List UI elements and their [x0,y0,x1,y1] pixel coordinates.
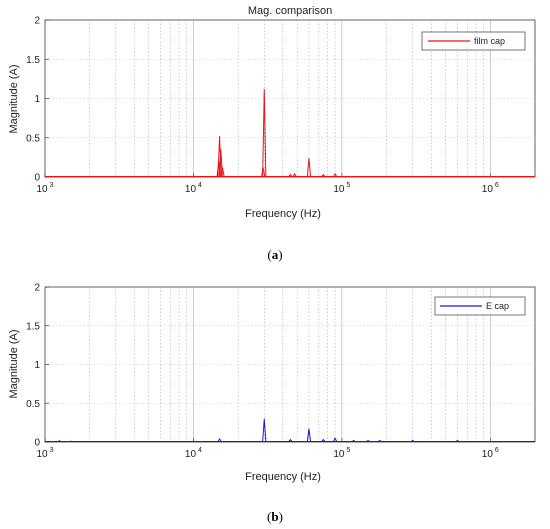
y-tick-label: 0 [34,438,40,449]
x-tick-label: 10 5 [333,447,350,460]
panel-caption: (a) [267,247,282,262]
y-tick-labels: 0 0.5 1 1.5 2 [26,283,40,449]
y-axis-label: Magnitude (A) [8,64,20,133]
y-tick-label: 1.5 [26,321,40,332]
x-tick-label: 10 6 [482,447,499,460]
series-peak [377,439,382,442]
x-tick-base: 10 [185,184,197,195]
series-peak [455,439,460,442]
x-tick-exponent: 6 [495,182,499,189]
series-peak [288,438,293,442]
legend: E cap [434,296,526,316]
caption-letter: a [272,247,279,262]
chart-panel-a: Mag. comparison 00.511.52 10 3 10 4 10 5 10 6 f… [8,5,536,262]
series-peak [321,438,326,442]
x-tick-labels: 10 3 10 4 10 5 10 6 [36,182,498,195]
series-peak [262,89,267,177]
x-tick-exponent: 3 [50,447,54,454]
series-peak [292,172,297,177]
x-tick-label: 10 5 [333,182,350,195]
x-tick-exponent: 5 [346,447,350,454]
series-lines [45,418,535,442]
x-tick-exponent: 5 [346,182,350,189]
x-tick-base: 10 [36,184,48,195]
x-tick-exponent: 3 [50,182,54,189]
x-tick-label: 10 4 [185,182,202,195]
caption-letter: b [271,509,278,524]
legend-label: E cap [486,301,509,311]
x-tick-label: 10 3 [36,447,53,460]
panel-caption: (b) [267,509,283,524]
series-peak [57,440,62,442]
x-tick-base: 10 [333,184,345,195]
series-peak [220,167,225,177]
series-peak [306,158,312,177]
y-axis-label: Magnitude (A) [8,329,20,398]
legend-label: film cap [474,36,505,46]
series-peak [306,428,312,442]
x-tick-base: 10 [482,184,494,195]
y-tick-label: 2 [34,283,40,294]
chart-title: Mag. comparison [248,5,332,17]
grid-lines [45,20,535,177]
series-peak [261,167,266,177]
series-peak [321,173,326,177]
y-tick-label: 0.5 [26,399,40,410]
legend-box [421,31,526,51]
x-tick-label: 10 4 [185,447,202,460]
x-tick-base: 10 [185,449,197,460]
y-tick-labels: 0 0.5 1 1.5 2 [26,16,40,184]
series-peak [262,418,267,442]
x-tick-base: 10 [482,449,494,460]
x-axis-label: Frequency (Hz) [245,208,321,220]
x-tick-base: 10 [36,449,48,460]
x-tick-exponent: 4 [198,447,202,454]
x-tick-base: 10 [333,449,345,460]
y-tick-label: 1 [34,360,40,371]
legend: film cap [421,31,526,51]
series-peak [288,173,293,177]
y-tick-label: 1 [34,94,40,105]
y-tick-label: 2 [34,16,40,27]
x-axis-label: Frequency (Hz) [245,471,321,483]
series-peak [351,439,356,442]
x-tick-label: 10 3 [36,182,53,195]
y-tick-label: 0.5 [26,133,40,144]
series-peak [366,439,370,442]
x-tick-exponent: 6 [495,447,499,454]
chart-panel-b: 00.511.52 10 3 10 4 10 5 10 6 E cap Frequency (… [8,283,536,524]
x-tick-exponent: 4 [198,182,202,189]
x-tick-label: 10 6 [482,182,499,195]
series-peak [410,439,415,442]
series-peak [217,437,222,442]
series-peak [333,436,338,442]
series-peak [216,161,221,177]
series-lines [45,89,535,177]
x-tick-labels: 10 3 10 4 10 5 10 6 [36,447,498,460]
series-peak [333,172,338,177]
y-tick-label: 1.5 [26,55,40,66]
y-tick-label: 0 [34,173,40,184]
